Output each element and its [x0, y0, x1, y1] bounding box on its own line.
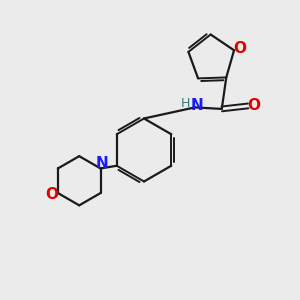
Text: O: O: [248, 98, 261, 113]
Text: N: N: [95, 156, 108, 171]
Text: N: N: [191, 98, 204, 112]
Text: O: O: [234, 41, 247, 56]
Text: H: H: [181, 97, 190, 110]
Text: O: O: [45, 187, 58, 202]
